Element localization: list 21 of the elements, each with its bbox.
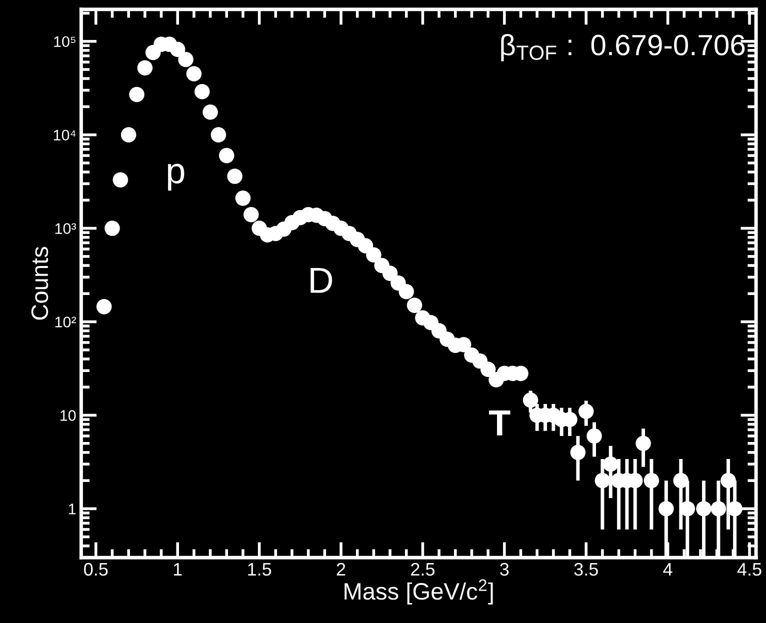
annotation: β$_{TOF}$ : 0.679-0.706 [501, 34, 745, 62]
x-tick-label: 4 [663, 563, 672, 576]
y-tick-label: 1 [69, 504, 76, 514]
x-axis-title: Mass [GeV/c$^{2}$] [344, 579, 493, 604]
x-tick-label: 3 [500, 562, 509, 576]
x-tick-label: 2.5 [411, 562, 434, 576]
x-tick-label: 3.5 [574, 562, 598, 576]
y-tick-label: 10⁵ [54, 36, 76, 48]
x-tick-label: 2 [336, 562, 346, 576]
x-tick-label: 0.5 [84, 562, 108, 576]
x-tick-label: 4.5 [737, 563, 762, 576]
y-axis-title: Counts [31, 246, 48, 320]
annotation: p [168, 164, 184, 191]
annotation: T [488, 410, 510, 436]
y-tick-label: 10⁴ [54, 130, 76, 141]
y-tick-label: 10² [55, 316, 76, 328]
y-tick-label: 10³ [55, 223, 76, 234]
x-tick-label: 1.5 [248, 563, 272, 576]
annotation: D [310, 268, 332, 293]
x-tick-label: 1 [174, 563, 182, 576]
y-tick-label: 10 [60, 410, 76, 421]
